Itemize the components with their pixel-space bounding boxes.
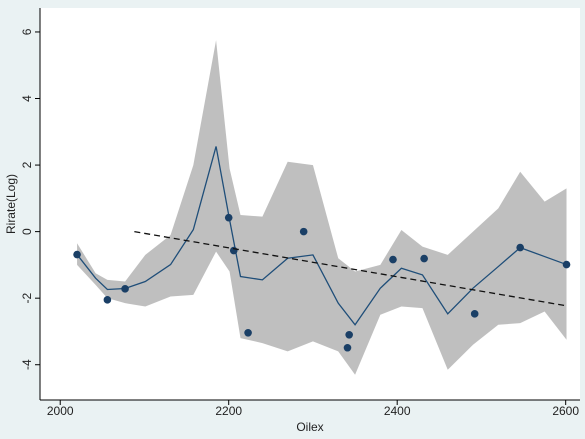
y-tick-label: 4	[20, 95, 34, 102]
y-tick-label: 2	[20, 161, 34, 168]
y-tick-label: 6	[20, 28, 34, 35]
x-tick-label: 2200	[215, 404, 242, 418]
point	[470, 310, 479, 318]
point	[516, 243, 524, 252]
smooth-line	[76, 146, 567, 326]
y-axis-title: Rirate(Log)	[4, 174, 18, 234]
point	[562, 260, 571, 269]
y-tick-label: -4	[20, 359, 34, 370]
point	[343, 343, 352, 352]
y-tick-label: -2	[20, 293, 34, 304]
point	[389, 255, 397, 264]
x-tick-label: 2000	[47, 404, 74, 418]
x-axis-title: Oilex	[296, 420, 323, 434]
point	[224, 213, 233, 222]
confidence-band	[77, 40, 567, 375]
point	[73, 250, 81, 259]
fit-line	[134, 230, 567, 307]
point	[103, 296, 112, 304]
point	[299, 227, 308, 236]
point	[420, 254, 428, 263]
point	[345, 330, 353, 339]
point	[244, 328, 252, 337]
x-tick-label: 2600	[552, 404, 579, 418]
point	[121, 285, 129, 293]
x-tick-label: 2400	[384, 404, 411, 418]
point	[229, 246, 238, 255]
y-tick-label: 0	[20, 228, 34, 235]
